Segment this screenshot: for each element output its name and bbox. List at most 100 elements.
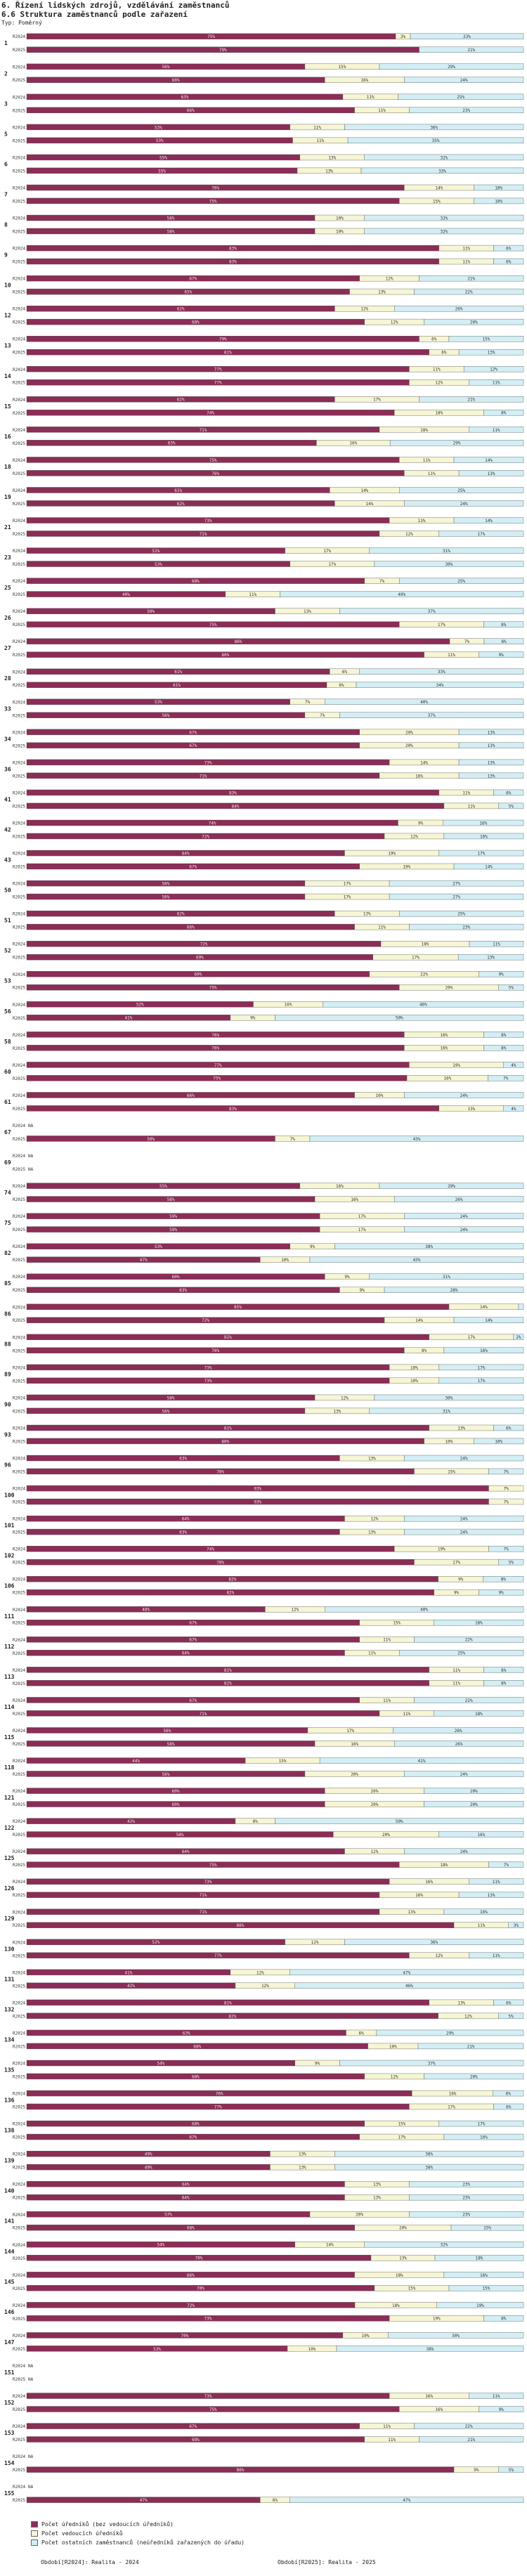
data-label-15-R2025-s0: 74% [207,411,214,416]
bar-seg-75-R2024-s2 [404,1213,524,1219]
data-label-42-R2024-s2: 16% [479,821,487,826]
row-label-131-R2025: R2025 [13,1984,25,1989]
data-label-112-R2024-s1: 11% [383,1638,391,1643]
data-label-34-R2025-s1: 20% [405,743,413,748]
row-label-27-R2025: R2025 [13,653,25,658]
bar-seg-90-R2024-s2 [374,1394,524,1401]
bar-seg-36-R2025-s2 [458,772,524,779]
data-label-115-R2025-s0: 58% [167,1742,175,1747]
row-label-69-R2024: R2024 [13,1154,25,1159]
bar-seg-41-R2024-s2 [493,789,524,796]
group-label-50: 50 [4,887,11,894]
data-label-6-R2024-s1: 13% [328,155,336,160]
row-label-82-R2025: R2025 [13,1258,25,1263]
data-label-23-R2024-s1: 17% [323,549,331,554]
bar-seg-139-R2024-s2 [334,2150,524,2157]
bar-seg-114-R2024-s2 [414,1697,524,1703]
data-label-52-R2025-s2: 13% [487,956,495,961]
group-label-75: 75 [4,1220,11,1226]
data-label-9-R2024-s1: 11% [462,246,470,251]
data-label-154-R2025-s2: 5% [509,2468,514,2473]
group-label-36: 36 [4,766,11,772]
bar-seg-60-R2025-s2 [488,1075,524,1081]
row-label-56-R2024: R2024 [13,1003,25,1008]
bar-seg-18-R2025-s2 [458,470,524,476]
bar-seg-13-R2024-s2 [448,336,524,342]
group-label-114: 114 [4,1704,15,1710]
bar-seg-144-R2025-s2 [434,2255,524,2261]
data-label-41-R2025-s0: 84% [232,804,240,809]
data-label-26-R2025-s2: 8% [501,623,507,627]
data-label-19-R2024-s0: 61% [174,488,182,493]
data-label-130-R2025-s0: 77% [214,1953,222,1958]
data-label-113-R2024-s2: 8% [501,1668,507,1673]
bar-seg-88-R2024-s2 [513,1334,524,1341]
row-label-34-R2025: R2025 [13,743,25,748]
row-label-151-R2025: R2025 [13,2377,25,2382]
group-label-5: 5 [4,131,8,137]
group-label-27: 27 [4,645,11,651]
data-label-102-R2025-s1: 17% [453,1561,460,1566]
data-label-9-R2025-s0: 83% [229,259,237,264]
data-label-146-R2024-s2: 19% [476,2303,484,2308]
legend-item-managers: Počet vedoucích úředníků [31,2530,123,2537]
data-label-18-R2025-s1: 11% [428,471,436,476]
bar-seg-113-R2025-s2 [483,1680,524,1686]
data-label-42-R2025-s1: 12% [410,834,418,839]
data-label-3-R2025-s1: 11% [378,108,386,113]
data-label-132-R2024-s1: 13% [457,2001,465,2005]
data-label-34-R2025-s2: 13% [488,743,495,748]
bar-seg-12-R2025-s2 [424,318,524,325]
data-label-85-R2025-s1: 9% [360,1288,365,1293]
data-label-8-R2025-s2: 32% [440,229,448,234]
row-label-74-R2024: R2024 [13,1184,25,1189]
data-label-82-R2024-s0: 53% [155,1244,162,1249]
data-label-8-R2025-s0: 58% [167,229,175,234]
data-label-144-R2025-s1: 13% [399,2256,407,2261]
data-label-139-R2025-s0: 49% [145,2166,152,2171]
data-label-52-R2025-s1: 17% [412,956,419,961]
bar-seg-121-R2024-s2 [424,1788,524,1794]
row-label-18-R2024: R2024 [13,458,25,463]
data-label-34-R2024-s1: 20% [405,730,413,735]
data-label-113-R2025-s1: 11% [453,1681,460,1686]
page-title: 6. Řízení lidských zdrojů, vzdělávání za… [1,1,230,10]
data-label-135-R2024-s1: 9% [315,2061,320,2066]
row-label-3-R2025: R2025 [13,108,25,113]
data-label-111-R2025-s2: 18% [475,1621,483,1626]
row-label-106-R2024: R2024 [13,1578,25,1582]
data-label-146-R2024-s1: 18% [392,2303,400,2308]
data-label-136-R2025-s1: 17% [448,2105,455,2109]
bar-seg-134-R2024-s2 [376,2029,524,2036]
data-label-19-R2024-s2: 25% [457,488,465,493]
group-label-152: 152 [4,2400,15,2406]
data-label-67-R2025-s2: 43% [413,1137,421,1142]
bar-seg-85-R2025-s2 [384,1287,524,1293]
data-label-74-R2024-s2: 29% [448,1184,455,1189]
data-label-145-R2025-s1: 15% [408,2286,416,2291]
data-label-34-R2024-s2: 13% [488,730,495,735]
data-label-132-R2024-s2: 6% [506,2001,512,2005]
row-label-51-R2025: R2025 [13,925,25,930]
row-label-106-R2025: R2025 [13,1591,25,1596]
data-label-16-R2025-s0: 63% [168,441,176,446]
row-label-152-R2025: R2025 [13,2407,25,2412]
bar-seg-140-R2024-s2 [409,2181,524,2187]
bar-seg-8-R2025-s2 [364,228,524,235]
bar-seg-132-R2025-s2 [498,2012,524,2019]
group-label-89: 89 [4,1371,11,1377]
bar-seg-6-R2024-s2 [364,154,524,161]
data-label-153-R2024-s0: 67% [189,2424,197,2429]
row-label-2-R2024: R2024 [13,65,25,70]
data-label-114-R2024-s2: 22% [465,1698,473,1703]
data-label-88-R2025-s2: 16% [480,1348,488,1353]
data-label-82-R2025-s1: 10% [281,1258,289,1263]
bar-seg-42-R2025-s2 [443,833,524,840]
bar-seg-28-R2025-s2 [356,682,524,688]
data-label-19-R2024-s1: 14% [360,488,368,493]
data-label-131-R2024-s1: 12% [256,1970,264,1975]
bar-seg-96-R2025-s2 [488,1468,524,1475]
data-label-136-R2024-s0: 76% [216,2091,223,2096]
na-label-69-R2024: NA [28,1154,34,1159]
row-label-67-R2024: R2024 [13,1124,25,1128]
